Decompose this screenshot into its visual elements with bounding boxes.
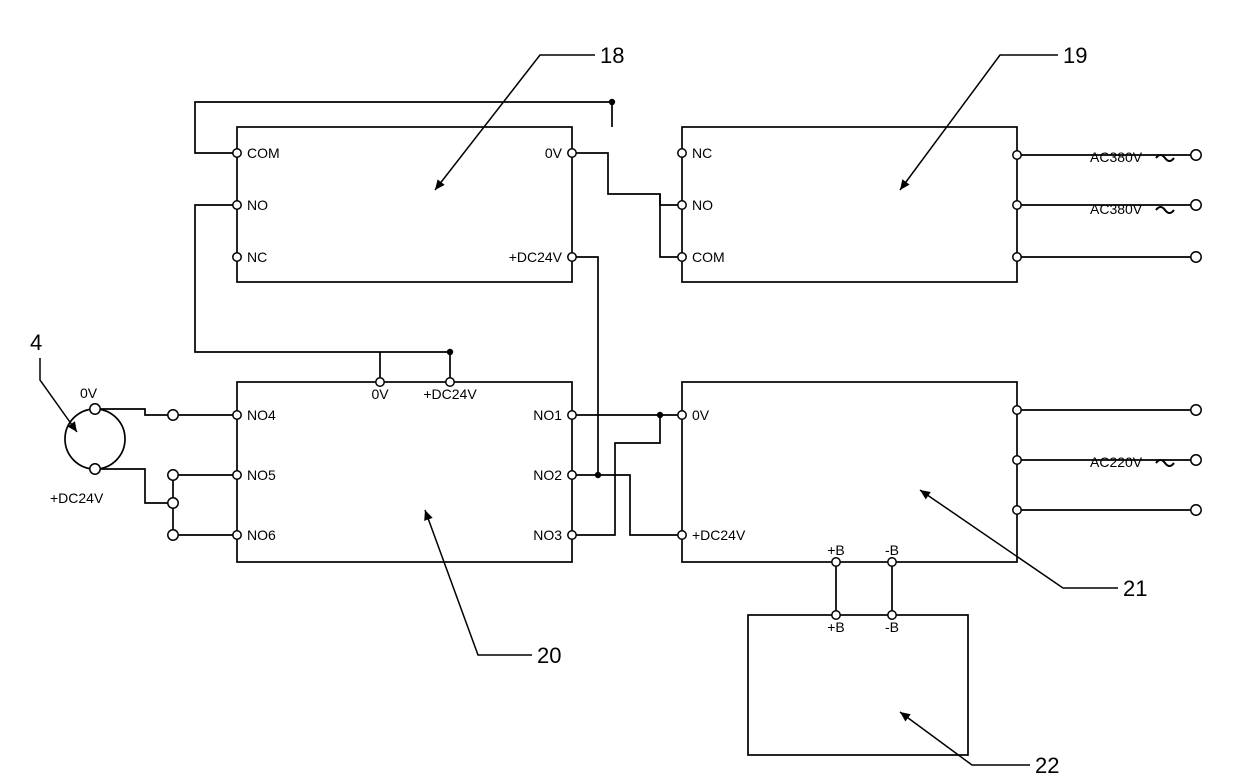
- schematic-canvas: COM NO NC 0V +DC24V 18 NC NO COM AC380V AC380V 19 NO…: [0, 0, 1240, 784]
- svg-text:0V: 0V: [545, 145, 563, 161]
- svg-text:0V: 0V: [692, 407, 710, 423]
- svg-text:AC380V: AC380V: [1090, 149, 1143, 165]
- svg-text:18: 18: [600, 43, 624, 68]
- svg-text:+B: +B: [827, 619, 845, 635]
- svg-text:-B: -B: [885, 542, 899, 558]
- svg-text:NO4: NO4: [247, 407, 276, 423]
- svg-text:-B: -B: [885, 619, 899, 635]
- svg-text:+DC24V: +DC24V: [50, 490, 104, 506]
- svg-text:21: 21: [1123, 576, 1147, 601]
- svg-text:NO: NO: [692, 197, 713, 213]
- svg-text:+DC24V: +DC24V: [509, 249, 563, 265]
- svg-text:+DC24V: +DC24V: [423, 386, 477, 402]
- svg-text:22: 22: [1035, 753, 1059, 778]
- svg-text:19: 19: [1063, 43, 1087, 68]
- svg-text:20: 20: [537, 643, 561, 668]
- svg-text:+B: +B: [827, 542, 845, 558]
- svg-text:NO2: NO2: [533, 467, 562, 483]
- svg-text:AC380V: AC380V: [1090, 201, 1143, 217]
- svg-text:0V: 0V: [371, 386, 389, 402]
- svg-text:NO3: NO3: [533, 527, 562, 543]
- svg-text:AC220V: AC220V: [1090, 454, 1143, 470]
- svg-text:NC: NC: [692, 145, 712, 161]
- block-19: [682, 127, 1017, 282]
- svg-text:NC: NC: [247, 249, 267, 265]
- svg-text:NO: NO: [247, 197, 268, 213]
- svg-text:0V: 0V: [80, 385, 98, 401]
- sensor-4: [65, 409, 125, 469]
- block-22: [748, 615, 968, 755]
- svg-text:NO1: NO1: [533, 407, 562, 423]
- svg-text:NO5: NO5: [247, 467, 276, 483]
- svg-text:NO6: NO6: [247, 527, 276, 543]
- block-20: [237, 382, 572, 562]
- svg-text:COM: COM: [692, 249, 725, 265]
- svg-text:4: 4: [30, 330, 42, 355]
- svg-text:COM: COM: [247, 145, 280, 161]
- svg-text:+DC24V: +DC24V: [692, 527, 746, 543]
